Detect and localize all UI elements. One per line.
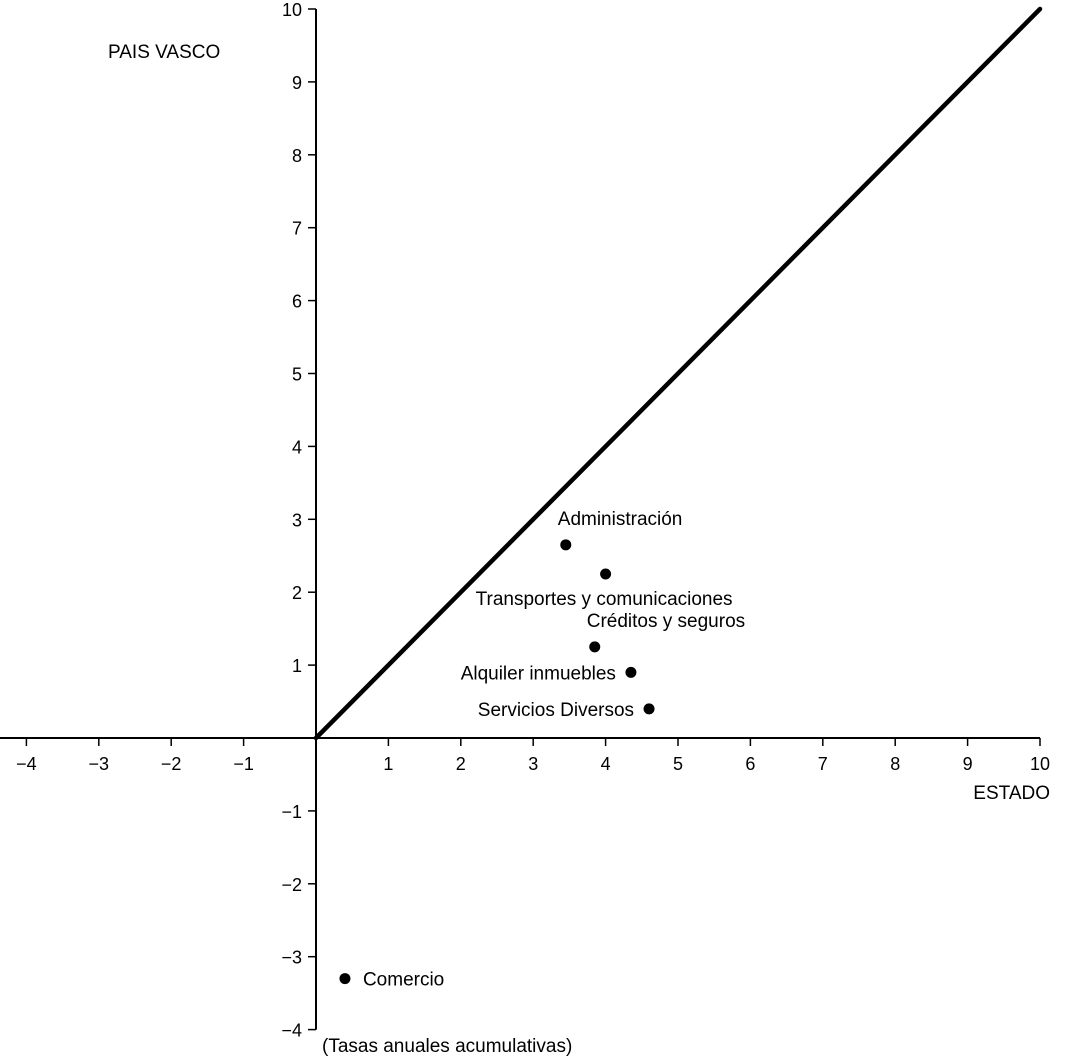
y-tick-label: 6 [292, 292, 302, 312]
chart-note: (Tasas anuales acumulativas) [322, 1036, 572, 1057]
y-tick-label: −3 [281, 948, 302, 968]
y-tick-label: −1 [281, 802, 302, 822]
y-tick-label: 10 [282, 0, 302, 20]
data-point [560, 539, 572, 551]
data-point [643, 703, 655, 715]
y-tick-label: 9 [292, 73, 302, 93]
x-tick-label: −3 [89, 754, 110, 774]
x-tick-label: 3 [528, 754, 538, 774]
x-tick-label: 6 [745, 754, 755, 774]
data-points [339, 539, 655, 985]
data-label: Servicios Diversos [478, 700, 634, 721]
data-label: Transportes y comunicaciones [476, 589, 733, 610]
data-point [589, 641, 601, 653]
x-tick-label: 2 [456, 754, 466, 774]
x-tick-label: −1 [233, 754, 254, 774]
axes [0, 9, 1040, 1030]
x-tick-label: −4 [16, 754, 37, 774]
y-tick-label: 4 [292, 437, 302, 457]
data-label: Alquiler inmuebles [461, 663, 616, 684]
y-tick-label: −2 [281, 875, 302, 895]
y-tick-label: −4 [281, 1021, 302, 1041]
y-tick-label: 5 [292, 365, 302, 385]
tick-marks [25, 8, 1041, 1031]
x-tick-label: 10 [1030, 754, 1050, 774]
data-point [625, 666, 637, 678]
data-label: Comercio [363, 970, 444, 991]
x-tick-label: 1 [383, 754, 393, 774]
reference-line [313, 6, 1043, 741]
x-tick-label: 9 [963, 754, 973, 774]
x-tick-label: 4 [601, 754, 611, 774]
x-tick-label: 8 [890, 754, 900, 774]
data-point [600, 568, 612, 580]
text-labels: −4 −3 −2 −1 1 2 3 4 5 6 7 8 9 10 −4 −3 −2 −1 1 2 3 4 5 6 7 8 9 10 PA… [16, 0, 1050, 1057]
y-tick-label: 7 [292, 219, 302, 239]
x-tick-label: 5 [673, 754, 683, 774]
y-tick-label: 3 [292, 510, 302, 530]
data-point [339, 973, 351, 985]
data-label: Administración [558, 509, 683, 530]
x-axis-title: ESTADO [973, 783, 1050, 804]
y-axis-title: PAIS VASCO [108, 42, 220, 63]
reference-line-group [313, 6, 1043, 741]
y-tick-label: 8 [292, 146, 302, 166]
x-tick-label: −2 [161, 754, 182, 774]
y-tick-label: 1 [292, 656, 302, 676]
y-tick-label: 2 [292, 583, 302, 603]
x-tick-label: 7 [818, 754, 828, 774]
data-label: Créditos y seguros [587, 611, 745, 632]
